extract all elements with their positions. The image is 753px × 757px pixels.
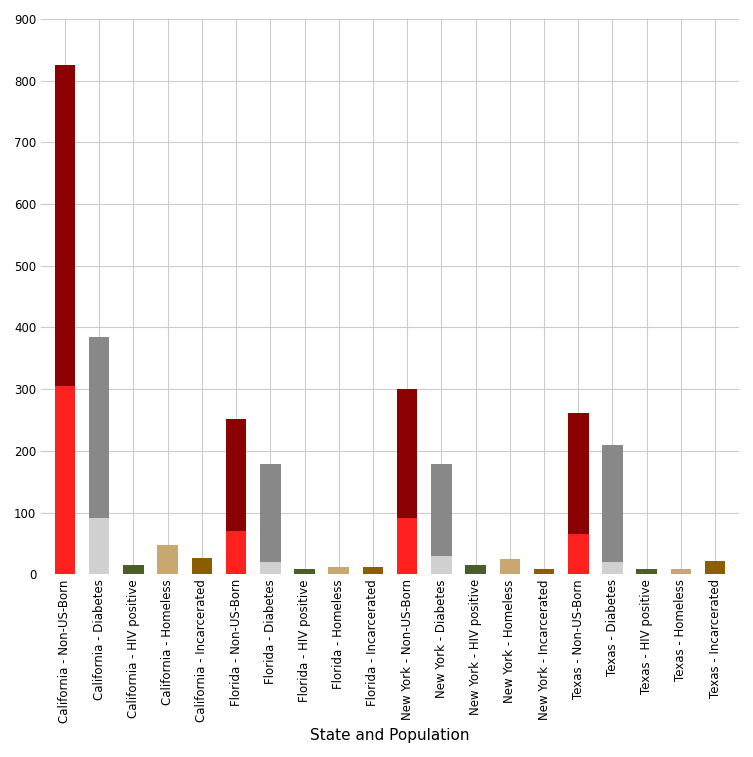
- Bar: [431, 556, 452, 575]
- Bar: [191, 558, 212, 575]
- Bar: [55, 386, 75, 575]
- Bar: [363, 567, 383, 575]
- Bar: [534, 569, 554, 575]
- Bar: [89, 337, 109, 518]
- Bar: [294, 569, 315, 575]
- Bar: [499, 559, 520, 575]
- Bar: [157, 545, 178, 575]
- X-axis label: State and Population: State and Population: [310, 728, 470, 743]
- Bar: [123, 565, 144, 575]
- Bar: [431, 465, 452, 556]
- Bar: [260, 562, 281, 575]
- Bar: [568, 413, 589, 534]
- Bar: [705, 561, 725, 575]
- Bar: [55, 65, 75, 386]
- Bar: [260, 465, 281, 562]
- Bar: [89, 518, 109, 575]
- Bar: [602, 444, 623, 562]
- Bar: [226, 419, 246, 531]
- Bar: [671, 569, 691, 575]
- Bar: [397, 389, 417, 518]
- Bar: [465, 565, 486, 575]
- Bar: [568, 534, 589, 575]
- Bar: [328, 567, 349, 575]
- Bar: [397, 518, 417, 575]
- Bar: [602, 562, 623, 575]
- Bar: [636, 569, 657, 575]
- Bar: [226, 531, 246, 575]
